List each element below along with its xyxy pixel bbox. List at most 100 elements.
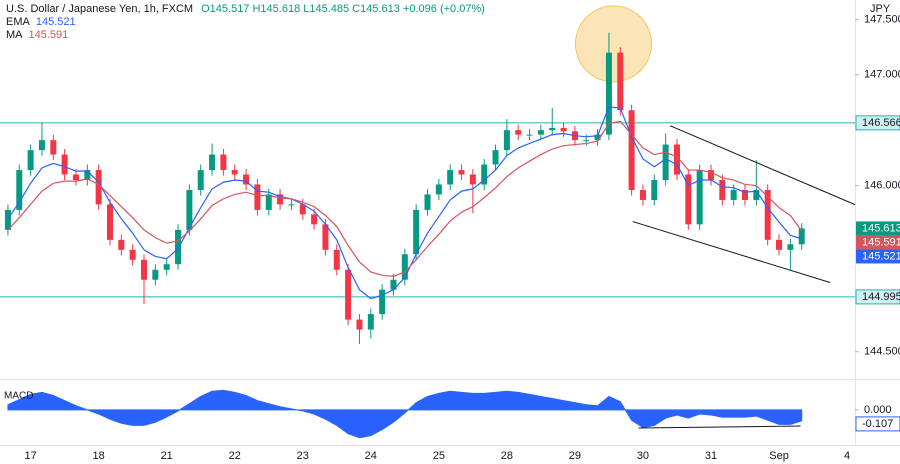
x-tick-label: 22 <box>229 450 241 462</box>
macd-value-label: -0.107 <box>862 418 893 430</box>
candle-body <box>50 140 57 155</box>
candle-body <box>413 209 420 255</box>
candle-body <box>458 170 465 175</box>
candle-body <box>390 279 397 290</box>
x-tick-label: 17 <box>24 450 36 462</box>
candle-body <box>299 204 306 215</box>
trend-line <box>669 125 856 206</box>
candle-body <box>526 134 533 136</box>
candle-body <box>435 184 442 195</box>
candle-body <box>106 204 113 240</box>
x-tick-label: 21 <box>161 450 173 462</box>
candle-body <box>209 154 216 171</box>
candle-body <box>719 180 726 200</box>
candle-body <box>742 189 749 200</box>
x-tick-label: 29 <box>569 450 581 462</box>
candle-body <box>379 289 386 315</box>
candle-body <box>776 239 783 250</box>
legend-value: 145.591 <box>29 29 69 41</box>
candle-body <box>38 140 45 151</box>
candle-body <box>696 170 703 225</box>
candle-body <box>617 52 624 111</box>
y-tick-label: 147.500 <box>864 13 900 25</box>
currency-label: JPY <box>870 3 891 15</box>
candle-body <box>72 174 79 181</box>
candle-body <box>401 254 408 280</box>
macd-value-label-box <box>855 416 900 432</box>
macd-area <box>7 389 803 439</box>
candle-body <box>515 130 522 135</box>
candle-body <box>549 127 556 131</box>
x-tick-label: Sep <box>769 450 789 462</box>
level-label-box <box>855 115 900 131</box>
candle-body <box>220 154 227 171</box>
candle-body <box>685 174 692 225</box>
candle-body <box>651 180 658 200</box>
candle-body <box>84 170 91 181</box>
candle-body <box>469 174 476 185</box>
candle-body <box>367 314 374 330</box>
candle-body <box>345 269 352 320</box>
candle-body <box>492 150 499 165</box>
chart-title: U.S. Dollar / Japanese Yen, 1h, FXCM <box>6 3 193 15</box>
last-value-label-box <box>856 235 900 250</box>
candle-body <box>594 134 601 141</box>
trend-line <box>638 425 801 429</box>
candle-body <box>322 224 329 250</box>
candle-body <box>424 194 431 210</box>
candle-body <box>163 264 170 270</box>
candle-body <box>231 170 238 175</box>
trend-line <box>632 221 831 283</box>
last-value-label: 145.613 <box>862 222 900 234</box>
level-label: 144.995 <box>862 291 900 303</box>
candle-body <box>639 189 646 200</box>
candle-body <box>605 52 612 135</box>
overlay: U.S. Dollar / Japanese Yen, 1h, FXCM O14… <box>4 3 900 462</box>
candle-body <box>628 110 635 190</box>
y-tick-label: 146.000 <box>864 179 900 191</box>
x-tick-label: 24 <box>365 450 377 462</box>
candle-body <box>288 204 295 206</box>
candle-body <box>503 130 510 151</box>
candle-body <box>27 150 34 171</box>
candle-body <box>764 189 771 240</box>
x-tick-label: 30 <box>637 450 649 462</box>
candle-body <box>16 170 23 210</box>
candle-body <box>583 140 590 142</box>
last-value-label: 145.521 <box>862 250 900 262</box>
candle-body <box>481 164 488 185</box>
x-tick-label: 23 <box>297 450 309 462</box>
x-tick-label: 25 <box>433 450 445 462</box>
legend-value: 145.521 <box>36 16 76 28</box>
candle-body <box>730 189 737 200</box>
candle-body <box>254 184 261 210</box>
y-tick-label: 144.500 <box>864 346 900 358</box>
x-tick-label: 18 <box>93 450 105 462</box>
y2-tick-label: 0.000 <box>864 404 892 416</box>
indicator-line <box>7 106 802 300</box>
candle-body <box>311 214 318 225</box>
ohlc-readout: O145.517 H145.618 L145.485 C145.613 +0.0… <box>201 3 485 15</box>
candle-body <box>197 170 204 190</box>
plot-area <box>0 5 856 439</box>
candle-body <box>673 144 680 175</box>
candle-body <box>118 239 125 250</box>
candle-body <box>277 194 284 205</box>
level-label: 146.566 <box>862 117 900 129</box>
candle-body <box>447 170 454 185</box>
highlight-circle <box>574 5 652 83</box>
candle-body <box>560 127 567 132</box>
candle-body <box>175 229 182 265</box>
candle-body <box>537 130 544 135</box>
candle-body <box>662 144 669 181</box>
candle-body <box>243 174 250 185</box>
last-value-label: 145.591 <box>862 236 900 248</box>
indicator-line <box>7 120 803 278</box>
x-tick-label: 4 <box>844 450 850 462</box>
candle-body <box>186 189 193 230</box>
candle-body <box>707 170 714 181</box>
candle-body <box>129 249 136 260</box>
candle-body <box>333 249 340 270</box>
candle-body <box>61 154 68 175</box>
